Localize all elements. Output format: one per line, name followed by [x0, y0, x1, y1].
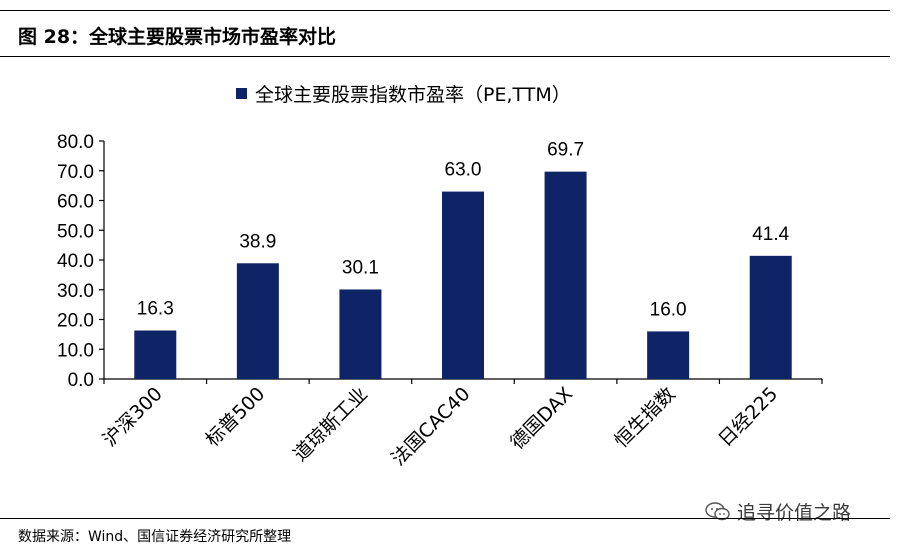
- x-tick-label: 恒生指数: [610, 383, 679, 452]
- data-label: 41.4: [752, 224, 789, 245]
- source-note: 数据来源：Wind、国信证券经济研究所整理: [18, 529, 292, 545]
- y-tick-label: 0.0: [68, 370, 94, 391]
- data-label: 16.0: [650, 299, 687, 320]
- y-tick-label: 30.0: [57, 281, 94, 302]
- wechat-icon: [705, 501, 730, 520]
- figure-title: 图 28：全球主要股票市场市盈率对比: [18, 26, 337, 48]
- y-tick-label: 10.0: [57, 340, 94, 361]
- y-tick-label: 70.0: [57, 162, 94, 183]
- y-tick-label: 80.0: [57, 132, 94, 153]
- y-tick-label: 40.0: [57, 251, 94, 272]
- x-tick-label: 道琼斯工业: [289, 383, 372, 466]
- chart-legend: 全球主要股票指数市盈率（PE,TTM）: [236, 80, 571, 107]
- x-tick-label: 沪深300: [99, 383, 167, 451]
- watermark-text: 追寻价值之路: [737, 502, 852, 524]
- bar-chart: 0.0 10.0 20.0 30.0 40.0 50.0 60.0 70.0 80.0 16.3 沪…: [57, 132, 823, 470]
- y-tick-label: 50.0: [57, 221, 94, 242]
- bar: [339, 289, 382, 379]
- top-rule: [0, 10, 890, 11]
- bottom-rule: [0, 518, 890, 519]
- bar: [134, 330, 177, 379]
- bar: [236, 263, 279, 379]
- data-label: 38.9: [239, 231, 276, 252]
- data-label: 16.3: [137, 299, 174, 320]
- legend-swatch: [236, 88, 247, 99]
- x-tick-label: 德国DAX: [506, 383, 577, 454]
- x-tick-label: 标普500: [201, 383, 269, 451]
- data-label: 63.0: [445, 160, 482, 181]
- bar: [647, 331, 690, 379]
- legend-label: 全球主要股票指数市盈率（PE,TTM）: [255, 84, 571, 106]
- data-label: 30.1: [342, 257, 379, 278]
- x-tick-label: 法国CAC40: [387, 383, 474, 470]
- y-tick-label: 20.0: [57, 311, 94, 332]
- bar: [544, 171, 587, 379]
- bar: [749, 255, 792, 379]
- watermark: 追寻价值之路: [705, 498, 851, 525]
- title-rule: [0, 56, 890, 57]
- data-label: 69.7: [547, 140, 584, 161]
- x-tick-label: 日经225: [714, 383, 782, 451]
- y-tick-label: 60.0: [57, 192, 94, 213]
- bar: [442, 191, 484, 379]
